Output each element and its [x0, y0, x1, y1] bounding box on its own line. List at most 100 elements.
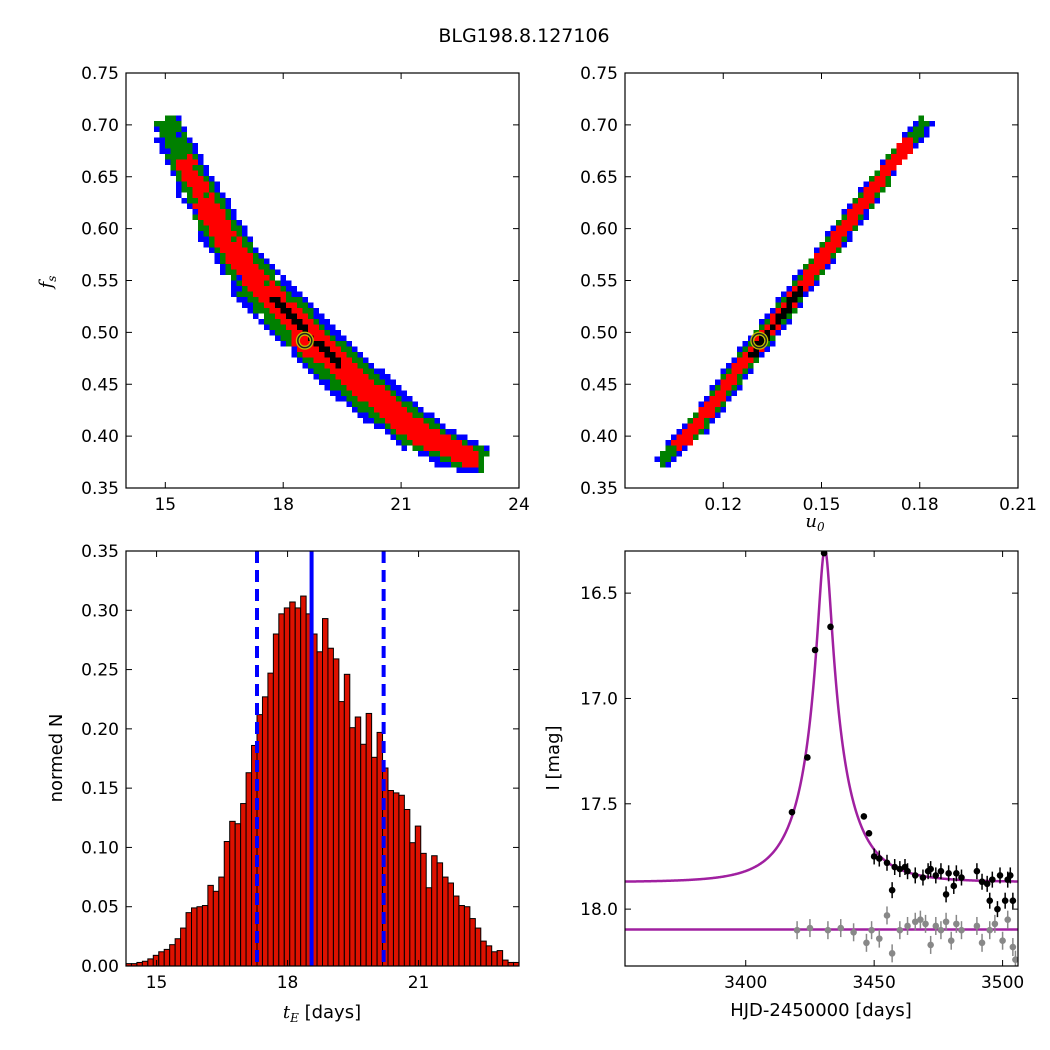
sigma3-cell [808, 286, 814, 292]
data-point [1004, 916, 1012, 923]
sigma2-cell [209, 242, 215, 248]
sigma2-cell [319, 363, 325, 369]
histogram-bar [147, 958, 154, 967]
sigma3-cell [858, 220, 864, 226]
sigma3-cell [242, 225, 248, 231]
sigma2-cell [352, 352, 358, 358]
sigma3-cell [462, 467, 468, 473]
sigma3-cell [385, 374, 391, 380]
sigma3-cell [671, 456, 677, 462]
sigma2-cell [775, 302, 781, 308]
sigma2-cell [176, 176, 182, 182]
sigma1-cell [214, 203, 220, 209]
sigma2-cell [368, 368, 374, 374]
sigma2-cell [253, 302, 259, 308]
sigma3-cell [830, 258, 836, 264]
histogram-bar [322, 618, 329, 967]
histogram-bar [240, 803, 247, 967]
lightcurve-plot-area [625, 551, 1018, 966]
sigma2-cell [258, 264, 264, 270]
histogram-bar [480, 940, 487, 967]
y-tick-label: 17.0 [580, 689, 618, 709]
sigma2-cell [220, 198, 226, 204]
sigma1-cell [819, 264, 825, 270]
sigma2-cell [220, 258, 226, 264]
sigma1-cell [319, 352, 325, 358]
histogram-bar [387, 790, 394, 967]
sigma1-cell [847, 225, 853, 231]
sigma2-cell [198, 170, 204, 176]
sigma1-cell [407, 434, 413, 440]
sigma3-cell [385, 379, 391, 385]
sigma2-cell [159, 126, 165, 132]
sigma1-cell [462, 456, 468, 462]
sigma1-cell [715, 390, 721, 396]
sigma3-cell [341, 335, 347, 341]
sigma3-cell [176, 187, 182, 193]
sigma1-cell [847, 220, 853, 226]
sigma3-cell [159, 148, 165, 154]
sigma2-cell [918, 126, 924, 132]
sigma2-cell [269, 269, 275, 275]
sigma2-cell [209, 187, 215, 193]
sigma2-cell [264, 280, 270, 286]
sigma3-cell [720, 407, 726, 413]
sigma2-cell [352, 401, 358, 407]
y-tick-label: 0.55 [580, 272, 618, 292]
sigma1-cell [275, 286, 281, 292]
sigma1-cell [198, 214, 204, 220]
sigma2-cell [291, 297, 297, 303]
sigma1-cell [198, 203, 204, 209]
best-cell [792, 297, 798, 303]
sigma2-cell [192, 165, 198, 171]
sigma1-cell [192, 159, 198, 165]
sigma3-cell [313, 313, 319, 319]
sigma2-cell [368, 407, 374, 413]
sigma2-cell [836, 220, 842, 226]
sigma2-cell [924, 121, 930, 127]
sigma1-cell [192, 192, 198, 198]
sigma1-cell [253, 264, 259, 270]
x-tick-label: 0.18 [901, 495, 939, 515]
data-point [942, 891, 950, 898]
sigma2-cell [451, 434, 457, 440]
sigma1-cell [368, 379, 374, 385]
sigma1-cell [346, 374, 352, 380]
sigma1-cell [880, 165, 886, 171]
sigma3-cell [286, 280, 292, 286]
best-fit-marker [751, 332, 768, 349]
sigma3-cell [236, 275, 242, 281]
sigma1-cell [715, 401, 721, 407]
sigma2-cell [308, 363, 314, 369]
sigma1-cell [792, 302, 798, 308]
best-cell [280, 308, 286, 314]
sigma3-cell [825, 231, 831, 237]
histogram-bar [300, 595, 307, 967]
histogram-bar [414, 825, 422, 967]
sigma1-cell [319, 357, 325, 363]
sigma1-cell [269, 286, 275, 292]
sigma3-cell [396, 440, 402, 446]
sigma3-cell [214, 181, 220, 187]
histogram-bar [212, 890, 220, 967]
data-point [883, 859, 891, 867]
sigma2-cell [231, 236, 237, 242]
sigma2-cell [429, 451, 435, 457]
sigma3-cell [434, 456, 440, 462]
sigma1-cell [335, 346, 341, 352]
sigma2-cell [907, 132, 913, 138]
sigma3-cell [291, 346, 297, 352]
sigma2-cell [693, 412, 699, 418]
sigma2-cell [913, 137, 919, 143]
sigma1-cell [709, 401, 715, 407]
sigma1-cell [225, 220, 231, 226]
sigma2-cell [874, 170, 880, 176]
y-tick-label: 0.35 [81, 542, 119, 562]
sigma1-cell [209, 231, 215, 237]
sigma2-cell [396, 434, 402, 440]
sigma1-cell [286, 319, 292, 325]
sigma3-cell [297, 357, 303, 363]
sigma3-cell [291, 286, 297, 292]
sigma3-cell [225, 198, 231, 204]
sigma1-cell [242, 247, 248, 253]
